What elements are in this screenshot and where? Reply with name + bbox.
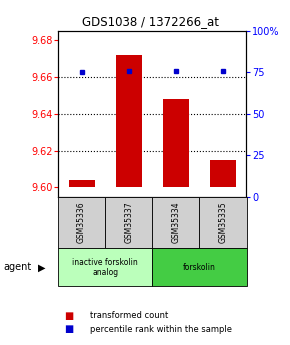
Bar [116,55,142,187]
Bar [200,197,246,248]
Bar [210,160,236,187]
Text: agent: agent [3,263,31,272]
Bar [152,248,246,286]
Text: GSM35336: GSM35336 [77,202,86,243]
Text: GSM35334: GSM35334 [171,202,180,243]
Text: GDS1038 / 1372266_at: GDS1038 / 1372266_at [82,16,219,29]
Bar [152,197,200,248]
Text: transformed count: transformed count [90,311,168,320]
Bar [58,248,152,286]
Text: ■: ■ [64,325,73,334]
Bar [58,197,105,248]
Text: ■: ■ [64,311,73,321]
Text: GSM35337: GSM35337 [124,202,133,243]
Bar [105,197,152,248]
Bar [163,99,189,187]
Text: GSM35335: GSM35335 [218,202,227,243]
Text: forskolin: forskolin [183,263,216,272]
Text: percentile rank within the sample: percentile rank within the sample [90,325,232,334]
Bar [69,180,95,187]
Text: inactive forskolin
analog: inactive forskolin analog [72,258,138,277]
Text: ▶: ▶ [38,263,46,272]
